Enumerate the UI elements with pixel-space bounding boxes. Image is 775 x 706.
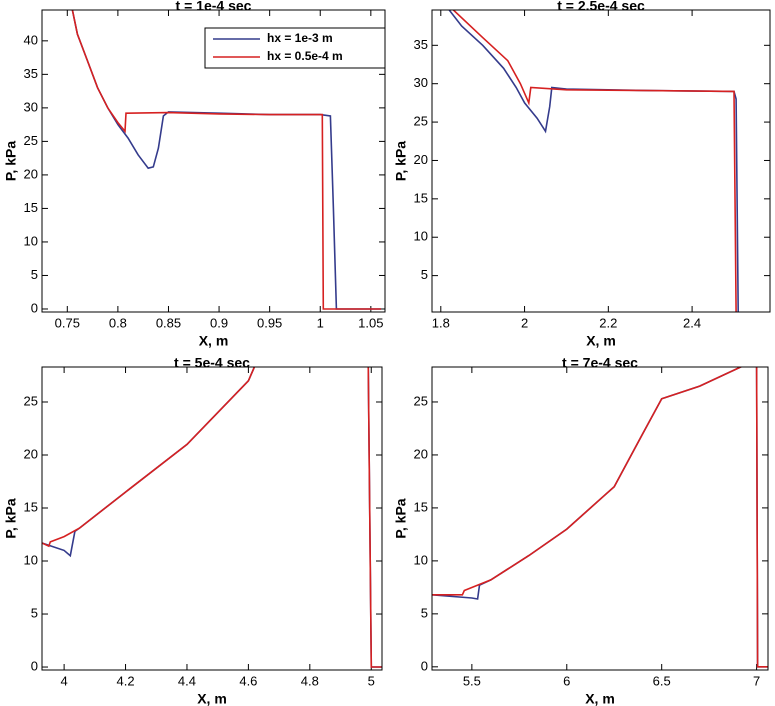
y-tick-label: 25 xyxy=(24,393,38,408)
y-tick-label: 20 xyxy=(414,152,428,167)
x-tick-label: 4.2 xyxy=(117,673,135,688)
y-tick-label: 15 xyxy=(24,200,38,215)
y-tick-label: 35 xyxy=(414,37,428,52)
data-line xyxy=(452,10,737,312)
data-line xyxy=(71,10,381,310)
x-tick-label: 4.8 xyxy=(301,673,319,688)
data-line xyxy=(432,367,768,668)
y-tick-label: 30 xyxy=(24,99,38,114)
x-tick-label: 2.4 xyxy=(683,315,701,330)
y-tick-label: 0 xyxy=(421,658,428,673)
x-tick-label: 6 xyxy=(563,673,570,688)
x-tick-label: 1.8 xyxy=(432,315,450,330)
y-tick-label: 20 xyxy=(414,446,428,461)
y-axis-label: P, kPa xyxy=(3,498,19,538)
x-tick-label: 6.5 xyxy=(653,673,671,688)
chart-title: t = 2.5e-4 sec xyxy=(557,0,645,14)
x-tick-label: 0.95 xyxy=(257,315,282,330)
x-tick-label: 0.85 xyxy=(156,315,181,330)
y-tick-label: 10 xyxy=(414,229,428,244)
plot-frame xyxy=(431,9,771,313)
y-tick-label: 15 xyxy=(414,499,428,514)
plot-frame xyxy=(431,366,769,671)
y-tick-label: 40 xyxy=(24,32,38,47)
y-axis-label: P, kPa xyxy=(393,141,409,181)
y-tick-label: 10 xyxy=(24,552,38,567)
x-tick-label: 2 xyxy=(521,315,528,330)
legend-label: hx = 0.5e-4 m xyxy=(267,49,343,63)
x-tick-label: 5.5 xyxy=(463,673,481,688)
chart-title: t = 1e-4 sec xyxy=(176,0,252,14)
y-tick-label: 5 xyxy=(31,267,38,282)
x-tick-label: 4.6 xyxy=(239,673,257,688)
y-tick-label: 20 xyxy=(24,446,38,461)
x-tick-label: 1 xyxy=(317,315,324,330)
data-line xyxy=(42,367,382,668)
y-tick-label: 0 xyxy=(31,658,38,673)
y-axis-label: P, kPa xyxy=(393,498,409,538)
y-tick-label: 5 xyxy=(421,267,428,282)
y-tick-label: 0 xyxy=(31,300,38,315)
y-tick-label: 20 xyxy=(24,166,38,181)
plot-frame xyxy=(41,366,383,671)
x-tick-label: 0.8 xyxy=(109,315,127,330)
x-tick-label: 4 xyxy=(60,673,67,688)
legend-box xyxy=(204,27,386,69)
y-tick-label: 5 xyxy=(31,605,38,620)
x-tick-label: 2.2 xyxy=(599,315,617,330)
data-line xyxy=(432,367,768,668)
chart-title: t = 5e-4 sec xyxy=(174,355,250,371)
x-tick-label: 0.75 xyxy=(55,315,80,330)
y-tick-label: 10 xyxy=(24,233,38,248)
y-tick-label: 15 xyxy=(414,190,428,205)
data-line xyxy=(448,10,739,312)
y-tick-label: 25 xyxy=(24,133,38,148)
data-line xyxy=(42,367,382,668)
legend-label: hx = 1e-3 m xyxy=(267,31,333,45)
x-tick-label: 4.4 xyxy=(178,673,196,688)
x-tick-label: 0.9 xyxy=(210,315,228,330)
y-tick-label: 35 xyxy=(24,66,38,81)
chart-title: t = 7e-4 sec xyxy=(562,355,638,371)
x-tick-label: 1.05 xyxy=(358,315,383,330)
x-tick-label: 5 xyxy=(368,673,375,688)
y-axis-label: P, kPa xyxy=(3,141,19,181)
plot-frame xyxy=(41,9,386,313)
x-axis-label: X, m xyxy=(585,691,615,706)
y-tick-label: 10 xyxy=(414,552,428,567)
x-tick-label: 7 xyxy=(753,673,760,688)
y-tick-label: 5 xyxy=(421,605,428,620)
x-axis-label: X, m xyxy=(199,333,229,349)
x-axis-label: X, m xyxy=(586,333,616,349)
y-tick-label: 25 xyxy=(414,393,428,408)
y-tick-label: 30 xyxy=(414,75,428,90)
y-tick-label: 15 xyxy=(24,499,38,514)
x-axis-label: X, m xyxy=(197,691,227,706)
y-tick-label: 25 xyxy=(414,114,428,129)
